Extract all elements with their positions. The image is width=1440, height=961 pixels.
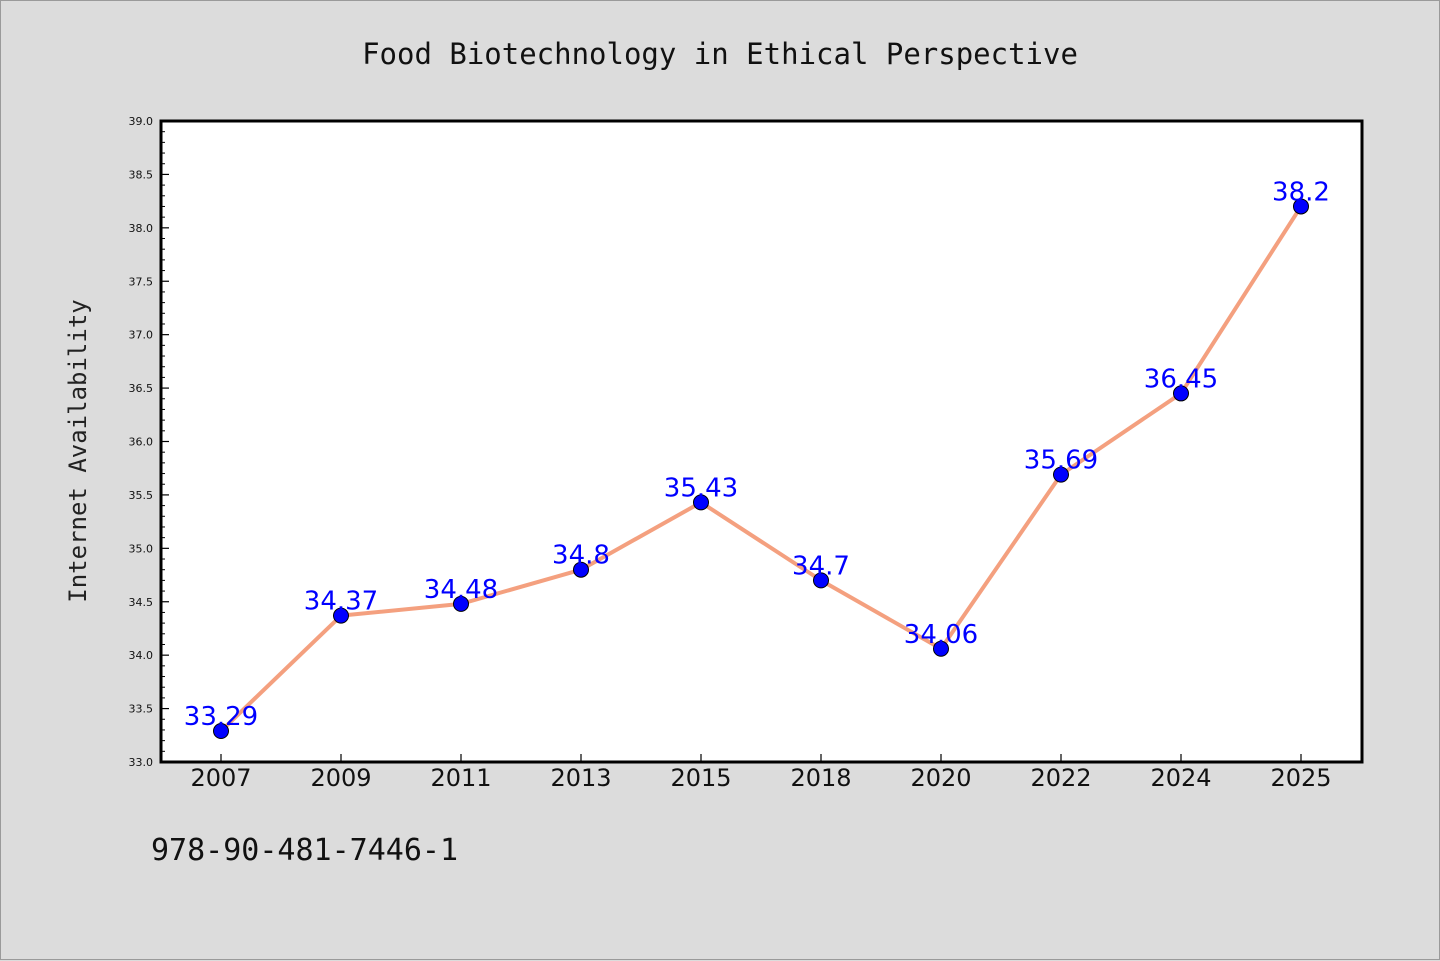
plot-area [161, 121, 1362, 762]
data-point [693, 494, 709, 511]
data-label: 34.7 [792, 551, 850, 581]
y-tick-label: 37.0 [129, 329, 154, 342]
data-label: 35.43 [664, 473, 738, 503]
data-point [573, 561, 589, 578]
x-tick-label: 2015 [670, 764, 731, 792]
data-point [333, 607, 349, 624]
footnote-isbn: 978-90-481-7446-1 [151, 833, 459, 868]
x-axis: 2007 2009 2011 2013 2015 2018 2020 2022 2024 2025 [190, 754, 1332, 792]
y-tick-label: 35.5 [129, 489, 154, 502]
data-label: 38.2 [1272, 177, 1330, 207]
data-label: 34.8 [552, 541, 610, 571]
series-line [219, 205, 1303, 733]
data-label: 34.48 [424, 575, 498, 605]
y-tick-label: 34.5 [129, 596, 154, 609]
plot-border [159, 119, 1364, 764]
y-tick-label: 36.5 [129, 382, 154, 395]
data-label: 34.37 [304, 587, 378, 617]
data-point [1053, 466, 1069, 483]
x-tick-label: 2007 [190, 764, 251, 792]
y-tick-label: 35.0 [129, 542, 154, 555]
data-labels: 33.29 34.37 34.48 34.8 35.43 34.7 34.06 35.69 36… [184, 177, 1330, 732]
data-point [813, 572, 829, 589]
y-tick-label: 33.0 [129, 756, 154, 769]
data-label: 35.69 [1024, 446, 1098, 476]
y-tick-label: 33.5 [129, 703, 154, 716]
data-point [1293, 198, 1309, 215]
chart-title: Food Biotechnology in Ethical Perspectiv… [362, 37, 1078, 71]
data-point [453, 595, 469, 612]
x-tick-label: 2011 [430, 764, 491, 792]
data-label: 33.29 [184, 702, 258, 732]
y-axis-label: Internet Availability [64, 299, 92, 602]
y-tick-label: 34.0 [129, 649, 154, 662]
y-tick-label: 36.0 [129, 436, 154, 449]
x-tick-label: 2018 [790, 764, 851, 792]
data-label: 34.06 [904, 620, 978, 650]
x-tick-label: 2024 [1150, 764, 1211, 792]
data-point [213, 723, 229, 740]
data-label: 36.45 [1144, 364, 1218, 394]
x-tick-label: 2009 [310, 764, 371, 792]
y-tick-label: 37.5 [129, 275, 154, 288]
data-point [933, 640, 949, 657]
x-tick-label: 2025 [1270, 764, 1331, 792]
x-tick-label: 2020 [910, 764, 971, 792]
series-line-group [213, 198, 1309, 740]
x-tick-label: 2013 [550, 764, 611, 792]
y-tick-label: 38.0 [129, 222, 154, 235]
y-tick-label: 38.5 [129, 168, 154, 181]
y-tick-label: 39.0 [129, 115, 154, 128]
data-point [1173, 385, 1189, 402]
x-tick-label: 2022 [1030, 764, 1091, 792]
